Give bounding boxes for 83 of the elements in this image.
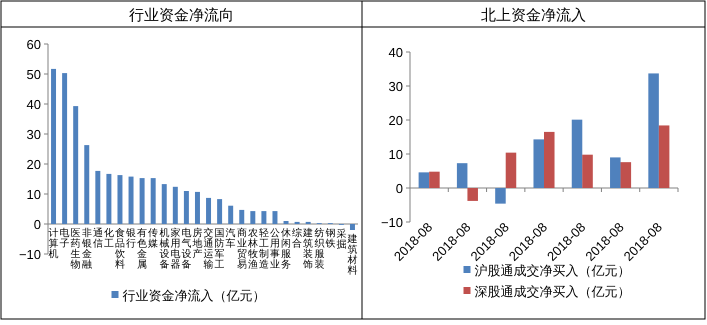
x-tick-label: 钢铁	[324, 228, 336, 250]
bar	[582, 154, 593, 188]
x-tick-label: 医药生物	[70, 228, 81, 270]
y-tick-label: 10	[388, 147, 403, 162]
y-tick-label: 50	[26, 67, 41, 82]
y-tick-label: 40	[388, 45, 403, 60]
bar	[350, 224, 355, 230]
bar	[184, 191, 189, 224]
y-tick-label: 30	[26, 127, 41, 142]
x-tick-label: 汽车	[226, 227, 236, 250]
bar	[95, 170, 100, 224]
y-tick-label: 20	[26, 157, 41, 172]
x-tick-label: 银行	[125, 228, 136, 250]
bar	[117, 175, 122, 224]
x-tick-label: 纺织服装	[314, 227, 324, 270]
x-tick-label: 采掘	[336, 228, 346, 250]
bar	[495, 188, 506, 204]
x-tick-label: 机械设备	[159, 227, 170, 270]
x-tick-label: 综合	[292, 227, 302, 250]
bar	[261, 211, 266, 224]
bar	[620, 162, 632, 188]
x-tick-label: 交通运输	[204, 227, 214, 270]
y-tick-label: 0	[34, 217, 41, 232]
bar	[239, 210, 244, 224]
bar	[648, 73, 659, 188]
x-tick-label: 国防军工	[214, 228, 225, 270]
x-tick-label: 建筑装饰	[302, 227, 314, 270]
y-tick-label: 30	[388, 79, 403, 94]
chart-title: 行业资金净流向	[129, 7, 234, 24]
bar	[206, 198, 212, 224]
y-tick-label: 60	[26, 37, 41, 52]
x-tick-label: 房地产	[191, 227, 202, 260]
y-tick-label: 40	[26, 97, 41, 112]
x-tick-label: 食品饮料	[114, 227, 125, 270]
chart-title: 北上资金净流入	[481, 7, 586, 24]
x-tick-label: 休闲服务	[281, 228, 292, 270]
y-tick-label: 10	[26, 187, 41, 202]
x-tick-label: 建筑材料	[346, 233, 358, 276]
bar	[84, 145, 90, 224]
x-tick-label: 传媒	[148, 228, 158, 250]
bar	[73, 106, 78, 224]
bar	[51, 68, 56, 224]
legend-label: 深股通成交净买入（亿元）	[474, 284, 630, 299]
x-tick-label: 电气设备	[181, 227, 192, 270]
bar	[150, 178, 156, 224]
x-tick-label: 公用事业	[270, 227, 280, 270]
bar	[62, 73, 68, 224]
x-tick-label: 电子	[60, 227, 70, 250]
bar	[533, 139, 544, 188]
bar	[272, 211, 278, 224]
bar	[106, 174, 112, 224]
bar	[506, 152, 516, 188]
bar	[610, 157, 621, 188]
x-tick-label: 有色金属	[137, 227, 148, 270]
bar	[128, 176, 134, 224]
x-tick-label: 家用电器	[170, 227, 180, 270]
bar	[418, 172, 430, 188]
bar	[429, 172, 440, 188]
y-tick-label: 0	[396, 181, 403, 196]
bar	[194, 192, 200, 224]
bar	[284, 221, 289, 224]
legend-label: 沪股通成交净买入（亿元）	[474, 263, 630, 278]
x-tick-label: 轻工制造	[258, 227, 269, 270]
x-tick-label: 化工	[104, 227, 114, 250]
x-tick-label: 农林牧渔	[246, 228, 258, 270]
x-tick-label: 商业贸易	[236, 227, 247, 270]
y-tick-label: 20	[388, 113, 403, 128]
x-tick-label: 计算机	[48, 227, 59, 260]
bar	[544, 132, 555, 188]
bar	[228, 206, 234, 224]
bar	[140, 178, 145, 224]
legend-label: 行业资金净流入（亿元）	[122, 288, 266, 303]
bar	[456, 163, 468, 188]
x-tick-label: 通信	[92, 227, 103, 250]
bar	[162, 184, 167, 224]
x-tick-label: 非银金融	[80, 227, 92, 270]
y-tick-label: −10	[18, 247, 41, 262]
bar	[467, 188, 478, 201]
bar	[217, 199, 222, 224]
bar	[250, 211, 256, 224]
bar	[658, 125, 670, 188]
bar	[572, 120, 582, 188]
bar	[172, 186, 178, 224]
